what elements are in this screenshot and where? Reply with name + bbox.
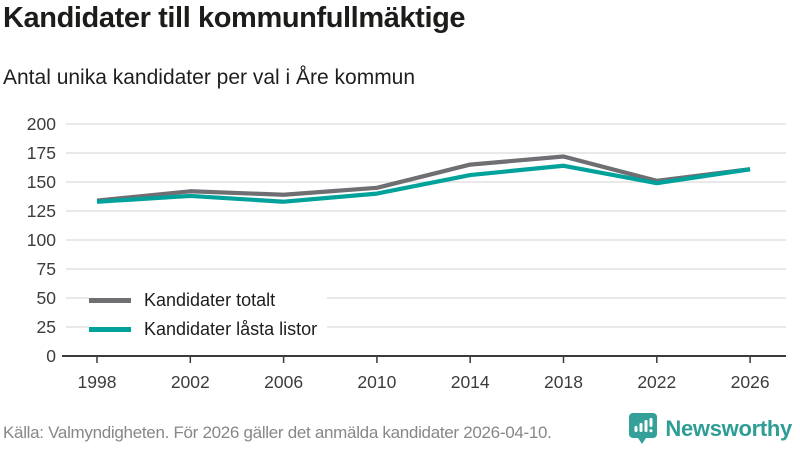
y-tick-label: 175 — [27, 143, 56, 163]
newsworthy-logo: Newsworthy — [629, 413, 792, 444]
y-tick-label: 125 — [27, 201, 56, 221]
y-tick-label: 25 — [37, 317, 56, 337]
series-line-0 — [96, 154, 751, 203]
x-tick-label: 2006 — [264, 372, 303, 392]
page-subtitle: Antal unika kandidater per val i Åre kom… — [3, 66, 416, 89]
y-tick-label: 75 — [37, 259, 56, 279]
page-title: Kandidater till kommunfullmäktige — [3, 2, 466, 34]
legend-item-total: Kandidater totalt — [89, 289, 317, 311]
y-tick-label: 0 — [46, 346, 56, 366]
series-line-1 — [96, 163, 751, 204]
newsworthy-wordmark: Newsworthy — [665, 415, 792, 441]
y-tick-label: 100 — [27, 230, 56, 250]
x-tick-label: 2018 — [544, 372, 583, 392]
x-tick-label: 2010 — [357, 372, 396, 392]
legend-swatch-total — [89, 297, 131, 303]
x-tick-label: 2022 — [637, 372, 676, 392]
y-tick-label: 50 — [37, 288, 57, 308]
legend-swatch-locked-lists — [89, 326, 131, 332]
y-tick-label: 150 — [27, 172, 56, 192]
legend: Kandidater totalt Kandidater låsta listo… — [89, 287, 328, 342]
legend-label-total: Kandidater totalt — [144, 289, 276, 310]
y-tick-label: 200 — [27, 114, 56, 134]
x-tick-label: 2014 — [451, 372, 490, 392]
legend-label-locked-lists: Kandidater låsta listor — [144, 318, 318, 339]
source-text: Källa: Valmyndigheten. För 2026 gäller d… — [3, 423, 552, 442]
x-tick-label: 2026 — [731, 372, 770, 392]
newsworthy-bar-chart-icon — [629, 413, 658, 444]
legend-item-locked-lists: Kandidater låsta listor — [89, 318, 317, 340]
x-tick-label: 1998 — [78, 372, 117, 392]
x-tick-label: 2002 — [171, 372, 210, 392]
